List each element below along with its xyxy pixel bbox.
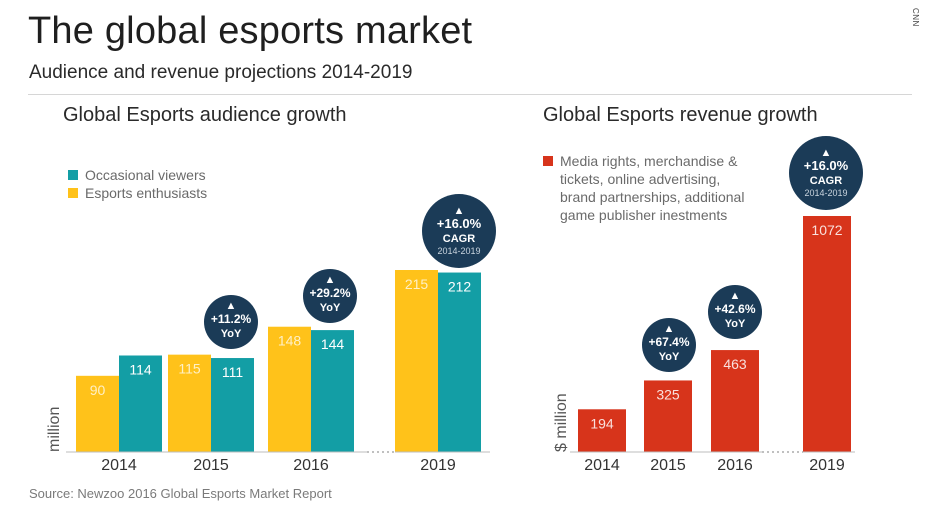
data-label-audience-2016-enthusiasts: 148 [278,333,302,349]
legend-item-enthusiasts: Esports enthusiasts [68,185,207,202]
growth-badge-audience-2019-text-1: ▲ [454,205,465,217]
page-subtitle: Audience and revenue projections 2014-20… [29,62,413,83]
legend-label-occasional: Occasional viewers [85,167,206,183]
growth-badge-audience-2019-text-4: 2014-2019 [437,246,480,256]
data-label-audience-2015-enthusiasts: 115 [178,361,201,377]
legend-item-occasional: Occasional viewers [68,167,206,184]
growth-badge-audience-2019-circle [422,194,496,268]
growth-badge-audience-2016-text-2: +29.2% [309,286,350,300]
bar-audience-2019-occasional [438,272,481,452]
bar-audience-2014-occasional [119,355,162,452]
audience-chart-title: Global Esports audience growth [63,104,347,126]
growth-badge-revenue-2019-circle [789,136,863,210]
data-label-audience-2019-enthusiasts: 215 [405,276,429,292]
legend-label-enthusiasts: Esports enthusiasts [85,185,208,201]
tick-label-revenue-2014: 2014 [584,457,620,474]
growth-badge-revenue-2019-text-1: ▲ [821,147,832,159]
bar-revenue-2019 [803,216,851,452]
growth-badge-revenue-2016-text-2: +42.6% [714,302,755,316]
revenue-chart-title: Global Esports revenue growth [543,104,818,126]
growth-badge-revenue-2016-text-3: YoY [725,318,746,330]
legend-swatch-revenue [543,156,553,166]
data-label-revenue-2014: 194 [590,415,614,431]
bar-audience-2016-occasional [311,330,354,452]
growth-badge-revenue-2015-text-2: +67.4% [648,335,689,349]
growth-badge-revenue-2015-circle [642,318,696,372]
growth-badge-audience-2016-text-3: YoY [320,302,341,314]
tick-label-revenue-2015: 2015 [650,457,686,474]
growth-badge-revenue-2019-text-4: 2014-2019 [804,188,847,198]
growth-badge-audience-2015-text-2: +11.2% [211,312,252,326]
growth-badge-audience-2016-text-1: ▲ [325,274,336,286]
data-label-audience-2019-occasional: 212 [448,279,472,295]
source-note: Source: Newzoo 2016 Global Esports Marke… [29,486,332,501]
data-label-audience-2014-occasional: 114 [129,361,152,377]
growth-badge-audience-2015-text-1: ▲ [226,300,237,312]
growth-badge-revenue-2015-text-3: YoY [659,351,680,363]
tick-label-audience-2016: 2016 [293,457,329,474]
bar-revenue-2016 [711,350,759,452]
growth-badge-audience-2019-text-2: +16.0% [437,216,482,231]
data-label-revenue-2019: 1072 [811,222,842,238]
bar-audience-2014-enthusiasts [76,375,119,452]
growth-badge-audience-2016-circle [303,269,357,323]
growth-badge-revenue-2016-text-1: ▲ [730,290,741,302]
data-label-audience-2015-occasional: 111 [222,364,243,380]
growth-badge-revenue-2019-text-2: +16.0% [804,158,849,173]
growth-badge-revenue-2019-text-3: CAGR [810,175,842,187]
data-label-revenue-2016: 463 [723,356,747,372]
bar-revenue-2015 [644,380,692,452]
legend-item-revenue: Media rights, merchandise & tickets, onl… [543,153,744,224]
data-label-audience-2014-enthusiasts: 90 [90,382,106,398]
legend-label-revenue: Media rights, merchandise & tickets, onl… [560,153,745,223]
y-axis-label-revenue: $ million [553,393,570,452]
legend-swatch-occasional [68,170,78,180]
growth-badge-audience-2015-text-3: YoY [221,328,242,340]
growth-badge-audience-2019-text-3: CAGR [443,233,475,245]
tick-label-revenue-2016: 2016 [717,457,753,474]
data-label-audience-2016-occasional: 144 [321,336,345,352]
tick-label-audience-2014: 2014 [101,457,137,474]
bar-audience-2015-enthusiasts [168,354,211,452]
data-label-revenue-2015: 325 [656,386,680,402]
growth-badge-audience-2015-circle [204,295,258,349]
growth-badge-revenue-2016-circle [708,285,762,339]
bar-revenue-2014 [578,409,626,452]
tick-label-revenue-2019: 2019 [809,457,845,474]
growth-badge-revenue-2015-text-1: ▲ [664,323,675,335]
bar-audience-2015-occasional [211,358,254,452]
bar-audience-2016-enthusiasts [268,326,311,452]
tick-label-audience-2019: 2019 [420,457,456,474]
page-title: The global esports market [28,10,473,52]
header-divider [28,94,912,95]
y-axis-label-audience: million [46,407,63,452]
tick-label-audience-2015: 2015 [193,457,229,474]
bar-audience-2019-enthusiasts [395,270,438,452]
legend-swatch-enthusiasts [68,188,78,198]
